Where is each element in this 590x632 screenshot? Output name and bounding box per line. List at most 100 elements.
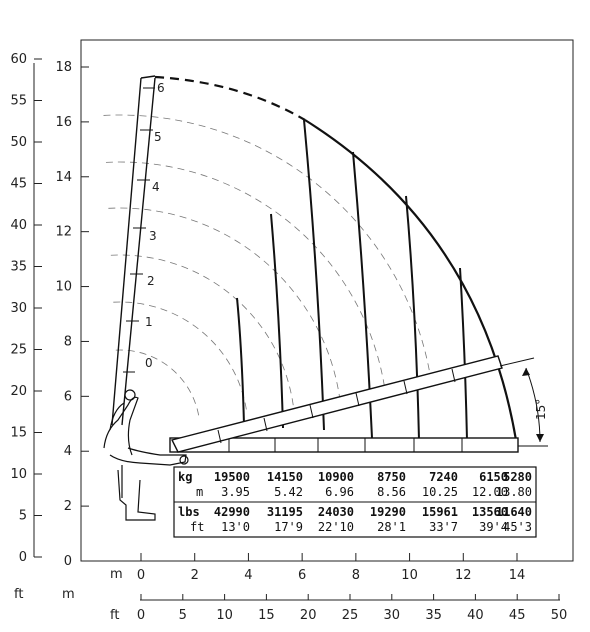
- m-x-tick-label: 10: [401, 568, 418, 583]
- table-cell-kg: 19500: [214, 470, 250, 484]
- ft-x-tick-label: 0: [137, 608, 145, 623]
- table-cell-ft: 28'1: [377, 520, 406, 534]
- m-y-tick-label: 14: [55, 170, 72, 185]
- m-y-tick-label: 0: [64, 554, 72, 569]
- ft-y-ticks: 0 5 10 15 20 25 30 35 40 45 50 55 60: [10, 52, 42, 565]
- extension-label: 3: [149, 229, 157, 243]
- ft-x-tick-label: 35: [425, 608, 442, 623]
- table-cell-ft: 17'9: [274, 520, 303, 534]
- table-cell-lbs: 42990: [214, 505, 250, 519]
- table-cell-m: 6.96: [325, 485, 354, 499]
- ft-x-tick-label: 25: [342, 608, 359, 623]
- table-cell-m: 3.95: [221, 485, 250, 499]
- ft-y-tick-label: 60: [10, 52, 27, 67]
- ft-y-tick-label: 50: [10, 135, 27, 150]
- ft-x-ticks: 0 5 10 15 20 25 30 35 40 45 50: [137, 594, 567, 623]
- table-cell-m: 10.25: [422, 485, 458, 499]
- m-y-tick-label: 4: [64, 444, 72, 459]
- m-x-tick-label: 6: [298, 568, 306, 583]
- ft-y-tick-label: 55: [10, 94, 27, 109]
- unit-ft-left: ft: [14, 587, 23, 602]
- load-curve-2: [270, 213, 284, 429]
- reach-arc: [108, 207, 341, 400]
- ft-y-tick-label: 0: [19, 550, 27, 565]
- table-cell-m: 5.42: [274, 485, 303, 499]
- m-x-tick-label: 8: [352, 568, 360, 583]
- angle-label: 15°: [534, 399, 548, 420]
- ft-y-tick-label: 5: [19, 509, 27, 524]
- extension-label: 2: [147, 274, 155, 288]
- reach-arc: [113, 301, 248, 413]
- ft-x-tick-label: 50: [551, 608, 568, 623]
- ft-y-tick-label: 15: [10, 426, 27, 441]
- table-cell-lbs: 19290: [370, 505, 406, 519]
- table-cell-kg: 7240: [429, 470, 458, 484]
- max-reach-envelope: [304, 119, 518, 441]
- m-y-tick-label: 2: [64, 499, 72, 514]
- m-y-tick-label: 10: [55, 280, 72, 295]
- max-reach-envelope-dashed: [154, 75, 306, 121]
- table-cell-m: 12.00: [472, 485, 508, 499]
- table-cell-lbs: 13560: [472, 505, 508, 519]
- reach-arcs: [103, 114, 433, 419]
- table-ft-label: ft: [190, 520, 204, 534]
- table-cell-kg: 14150: [267, 470, 303, 484]
- ft-y-tick-label: 25: [10, 343, 27, 358]
- m-y-tick-label: 12: [55, 225, 72, 240]
- table-lbs-label: lbs: [178, 505, 200, 519]
- m-y-tick-label: 8: [64, 334, 72, 349]
- m-x-tick-label: 2: [191, 568, 199, 583]
- ft-x-tick-label: 10: [216, 608, 233, 623]
- ft-x-tick-label: 40: [467, 608, 484, 623]
- table-cell-m: 8.56: [377, 485, 406, 499]
- ft-x-tick-label: 20: [300, 608, 317, 623]
- ft-y-tick-label: 10: [10, 467, 27, 482]
- ft-y-tick-label: 30: [10, 301, 27, 316]
- ft-x-tick-label: 5: [179, 608, 187, 623]
- table-cell-ft: 22'10: [318, 520, 354, 534]
- table-kg-label: kg: [178, 470, 192, 484]
- load-curve-6: [459, 267, 468, 441]
- reach-arc: [103, 114, 433, 387]
- m-x-tick-label: 4: [244, 568, 252, 583]
- table-cell-lbs: 15961: [422, 505, 458, 519]
- m-x-ticks: 0 2 4 6 8 10 12 14: [137, 553, 525, 583]
- load-curve-3: [303, 119, 325, 431]
- plot-frame: [80, 39, 574, 562]
- unit-ft-bottom: ft: [110, 608, 119, 623]
- table-cell-kg: 8750: [377, 470, 406, 484]
- ft-y-tick-label: 35: [10, 260, 27, 275]
- extension-label: 1: [145, 315, 153, 329]
- angled-boom-15deg: [170, 355, 503, 453]
- reach-arc: [115, 349, 200, 419]
- ft-y-tick-label: 20: [10, 384, 27, 399]
- ft-x-tick-label: 30: [384, 608, 401, 623]
- horizontal-boom: [169, 437, 519, 453]
- table-cell-ft: 45'3: [503, 520, 532, 534]
- m-y-tick-label: 6: [64, 389, 72, 404]
- table-cell-ft: 39'4: [479, 520, 508, 534]
- load-curve-1: [236, 297, 245, 426]
- table-cell-lbs: 31195: [267, 505, 303, 519]
- ft-y-tick-label: 40: [10, 218, 27, 233]
- m-y-tick-label: 16: [55, 115, 72, 130]
- crane-base: [103, 389, 189, 521]
- extension-label: 4: [152, 180, 160, 194]
- load-curves: [236, 119, 468, 441]
- load-curve-5: [405, 195, 420, 441]
- extension-labels: 0 1 2 3 4 5 6: [145, 81, 165, 370]
- table-cell-ft: 13'0: [221, 520, 250, 534]
- unit-m-bottom: m: [110, 567, 123, 582]
- m-x-tick-label: 0: [137, 568, 145, 583]
- raised-boom: [111, 75, 156, 426]
- m-x-tick-label: 12: [455, 568, 472, 583]
- m-x-tick-label: 14: [509, 568, 526, 583]
- angle-indicator: [499, 357, 548, 447]
- ft-x-tick-label: 15: [258, 608, 275, 623]
- table-cell-lbs: 24030: [318, 505, 354, 519]
- table-cell-m: 13.80: [496, 485, 532, 499]
- table-m-label: m: [196, 485, 203, 499]
- ft-y-tick-label: 45: [10, 177, 27, 192]
